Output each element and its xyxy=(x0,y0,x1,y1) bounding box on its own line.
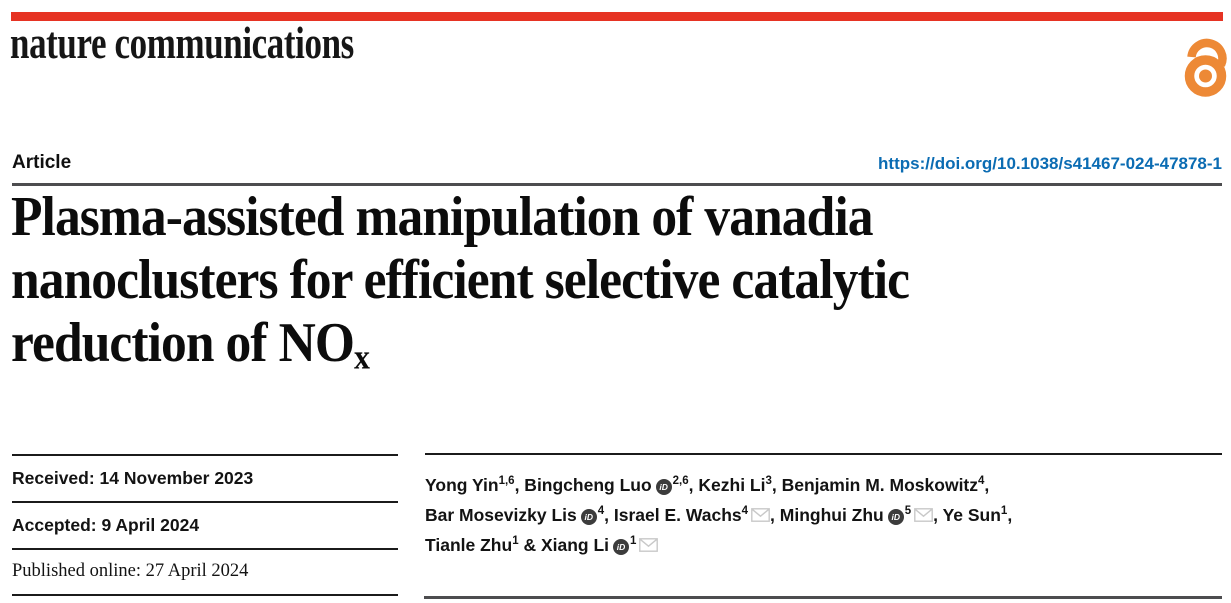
dates-divider-1 xyxy=(12,454,398,456)
envelope-icon[interactable] xyxy=(639,531,659,561)
author-name-text: , Benjamin M. Moskowitz xyxy=(771,475,979,495)
author-name-text: , Israel E. Wachs xyxy=(604,505,742,525)
author-line: Tianle Zhu1 & Xiang Li iD 1 xyxy=(425,530,1222,560)
orcid-id-icon[interactable]: iD xyxy=(655,479,672,495)
received-date: Received: 14 November 2023 xyxy=(12,468,254,488)
affiliation-superscript: 4 xyxy=(978,475,985,487)
author-name-text: Yong Yin xyxy=(425,475,499,495)
orcid-id-icon[interactable]: iD xyxy=(613,539,630,555)
article-type-label: Article xyxy=(12,152,72,173)
affiliation-superscript: 5 xyxy=(904,505,912,517)
affiliation-superscript: 1,6 xyxy=(498,475,515,487)
author-line: Bar Mosevizky Lis iD 4, Israel E. Wachs4, … xyxy=(425,500,1222,530)
doi-link[interactable]: https://doi.org/10.1038/s41467-024-47878… xyxy=(878,154,1222,173)
brand-bar xyxy=(11,12,1223,21)
journal-logo: nature communications xyxy=(10,17,354,68)
author-name-text: , Bingcheng Luo xyxy=(514,475,652,495)
dates-divider-3 xyxy=(12,548,398,550)
author-name-text: , Ye Sun xyxy=(933,505,1001,525)
affiliation-superscript: 4 xyxy=(597,505,605,517)
authors-divider-top xyxy=(425,453,1222,455)
author-name-text: , xyxy=(1007,505,1013,525)
orcid-id-icon[interactable]: iD xyxy=(580,509,597,525)
author-name-text: , xyxy=(984,475,990,495)
author-name-text: Bar Mosevizky Lis xyxy=(425,505,577,525)
dates-divider-2 xyxy=(12,501,398,503)
dates-divider-4 xyxy=(12,594,398,596)
affiliation-superscript: 1 xyxy=(1000,505,1008,517)
title-line-1: Plasma-assisted manipulation of vanadia xyxy=(11,186,873,248)
envelope-icon[interactable] xyxy=(751,501,770,531)
title-line-2: nanoclusters for efficient selective cat… xyxy=(11,249,910,311)
accepted-date: Accepted: 9 April 2024 xyxy=(12,515,200,535)
authors-divider-bottom xyxy=(424,596,1222,599)
author-name-text: Tianle Zhu xyxy=(425,535,513,555)
affiliation-superscript: 1 xyxy=(512,535,519,547)
article-title: Plasma-assisted manipulation of vanadia … xyxy=(11,186,910,377)
title-line-3: reduction of NO xyxy=(11,312,355,374)
orcid-id-icon[interactable]: iD xyxy=(887,509,904,525)
author-line: Yong Yin1,6, Bingcheng Luo iD 2,6, Kezhi L… xyxy=(425,470,1222,500)
affiliation-superscript: 1 xyxy=(630,535,637,547)
author-name-text: , Kezhi Li xyxy=(688,475,766,495)
title-subscript-x: x xyxy=(354,337,370,377)
author-name-text: & Xiang Li xyxy=(518,535,610,555)
affiliation-superscript: 3 xyxy=(765,475,772,487)
affiliation-superscript: 4 xyxy=(741,505,749,517)
published-online-date: Published online: 27 April 2024 xyxy=(12,561,249,581)
author-name-text: , Minghui Zhu xyxy=(770,505,884,525)
open-access-lock-icon xyxy=(1184,38,1227,97)
header-divider xyxy=(12,183,1222,186)
envelope-icon[interactable] xyxy=(914,501,934,531)
authors-panel: Yong Yin1,6, Bingcheng Luo iD 2,6, Kezhi L… xyxy=(425,470,1222,560)
affiliation-superscript: 2,6 xyxy=(672,475,689,487)
